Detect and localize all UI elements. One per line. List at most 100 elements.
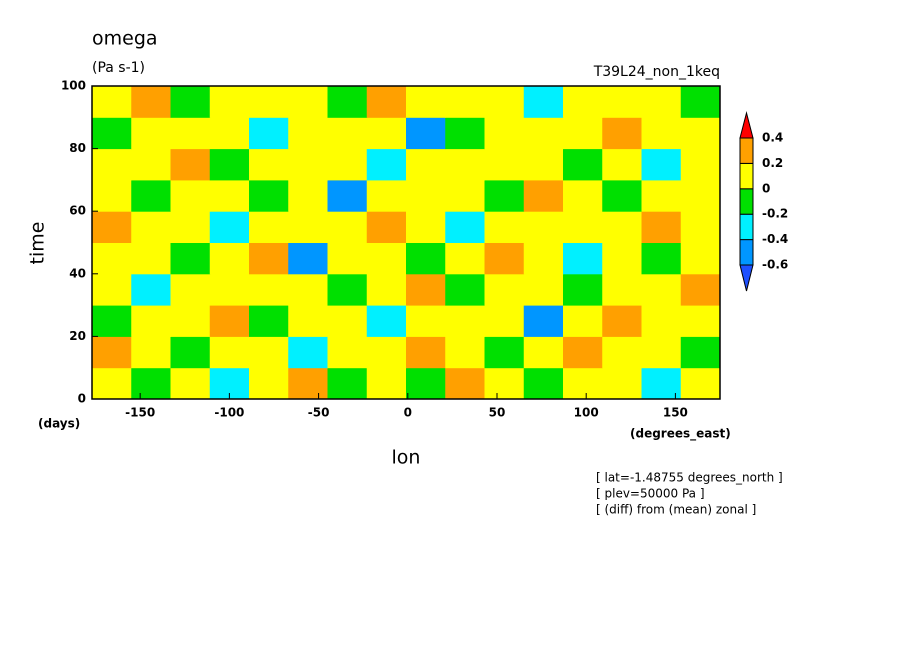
contour-cell — [131, 242, 171, 275]
contour-cell — [641, 211, 682, 243]
contour-cell — [523, 211, 564, 243]
y-axis-label: time — [27, 222, 49, 265]
contour-cell — [680, 273, 721, 306]
contour-cell — [170, 305, 211, 337]
colorbar-box — [739, 162, 754, 190]
contour-cell — [641, 305, 682, 337]
contour-cell — [563, 86, 603, 118]
x-tick-label: 50 — [489, 406, 506, 420]
contour-cell — [366, 179, 407, 212]
contour-cell — [641, 179, 682, 212]
contour-cell — [131, 86, 171, 118]
colorbar-triangle — [739, 264, 754, 292]
contour-cell — [445, 367, 485, 400]
contour-cell — [366, 367, 407, 400]
contour-cell — [288, 148, 328, 181]
contour-cell — [288, 211, 328, 243]
colorbar-label: 0.2 — [762, 156, 783, 170]
contour-cell — [327, 242, 368, 275]
colorbar-label: 0 — [762, 181, 770, 195]
contour-cell — [288, 336, 328, 369]
contour-cell — [523, 367, 564, 400]
contour-cell — [445, 336, 485, 369]
x-tick-label: 0 — [404, 406, 412, 420]
contour-cell — [602, 336, 642, 369]
contour-cell — [602, 148, 642, 181]
contour-cell — [249, 117, 289, 150]
x-tick-label: 100 — [574, 406, 599, 420]
contour-cell — [366, 242, 407, 275]
contour-cell — [92, 179, 132, 212]
contour-cell — [484, 179, 525, 212]
contour-cell — [602, 305, 642, 337]
note: [ lat=-1.48755 degrees_north ] — [596, 471, 783, 485]
contour-cell — [484, 336, 525, 369]
x-tick-label: -150 — [125, 406, 155, 420]
contour-cell — [131, 367, 171, 400]
contour-cell — [602, 86, 642, 118]
contour-cell — [602, 211, 642, 243]
contour-cell — [327, 273, 368, 306]
contour-cell — [406, 367, 446, 400]
y-unit: (days) — [38, 417, 80, 431]
contour-cell — [92, 305, 132, 337]
contour-cell — [92, 211, 132, 243]
contour-cell — [563, 117, 603, 150]
contour-cell — [680, 179, 721, 212]
contour-cell — [641, 86, 682, 118]
colorbar-label: -0.2 — [762, 207, 788, 221]
contour-cell — [484, 211, 525, 243]
contour-cell — [406, 242, 446, 275]
contour-cell — [406, 179, 446, 212]
x-unit: (degrees_east) — [630, 427, 731, 442]
contour-cell — [406, 211, 446, 243]
contour-cell — [406, 336, 446, 369]
contour-cell — [445, 273, 485, 306]
chart-title: omega — [92, 28, 158, 50]
contour-cell — [563, 305, 603, 337]
contour-cell — [523, 305, 564, 337]
contour-cell — [406, 86, 446, 118]
contour-cell — [131, 148, 171, 181]
colorbar-box — [739, 137, 754, 164]
x-axis-label: lon — [392, 447, 421, 469]
contour-cell — [641, 242, 682, 275]
contour-cell — [327, 148, 368, 181]
contour-cell — [366, 305, 407, 337]
contour-cell — [170, 336, 211, 369]
x-tick-label: -100 — [214, 406, 244, 420]
contour-cell — [131, 211, 171, 243]
contour-cell — [288, 179, 328, 212]
y-tick-label: 60 — [69, 204, 86, 218]
colorbar-label: -0.6 — [762, 258, 788, 272]
contour-cell — [445, 148, 485, 181]
contour-cell — [641, 273, 682, 306]
contour-cell — [445, 117, 485, 150]
contour-cell — [249, 242, 289, 275]
x-tick-label: 150 — [663, 406, 688, 420]
note: [ plev=50000 Pa ] — [596, 487, 705, 501]
contour-cell — [484, 86, 525, 118]
contour-cell — [209, 86, 250, 118]
contour-cell — [680, 117, 721, 150]
contour-cell — [680, 211, 721, 243]
contour-cell — [445, 242, 485, 275]
contour-cell — [131, 336, 171, 369]
y-tick-label: 0 — [78, 392, 86, 406]
contour-cell — [563, 148, 603, 181]
contour-cell — [680, 242, 721, 275]
contour-cell — [327, 211, 368, 243]
contour-cell — [170, 273, 211, 306]
note: [ (diff) from (mean) zonal ] — [596, 503, 756, 517]
contour-cell — [249, 367, 289, 400]
contour-cell — [92, 148, 132, 181]
contour-cell — [563, 367, 603, 400]
contour-cell — [170, 86, 211, 118]
contour-cell — [92, 336, 132, 369]
contour-cell — [641, 367, 682, 400]
contour-cell — [209, 336, 250, 369]
contour-cell — [249, 336, 289, 369]
y-tick-label: 100 — [61, 79, 86, 93]
contour-cell — [209, 117, 250, 150]
